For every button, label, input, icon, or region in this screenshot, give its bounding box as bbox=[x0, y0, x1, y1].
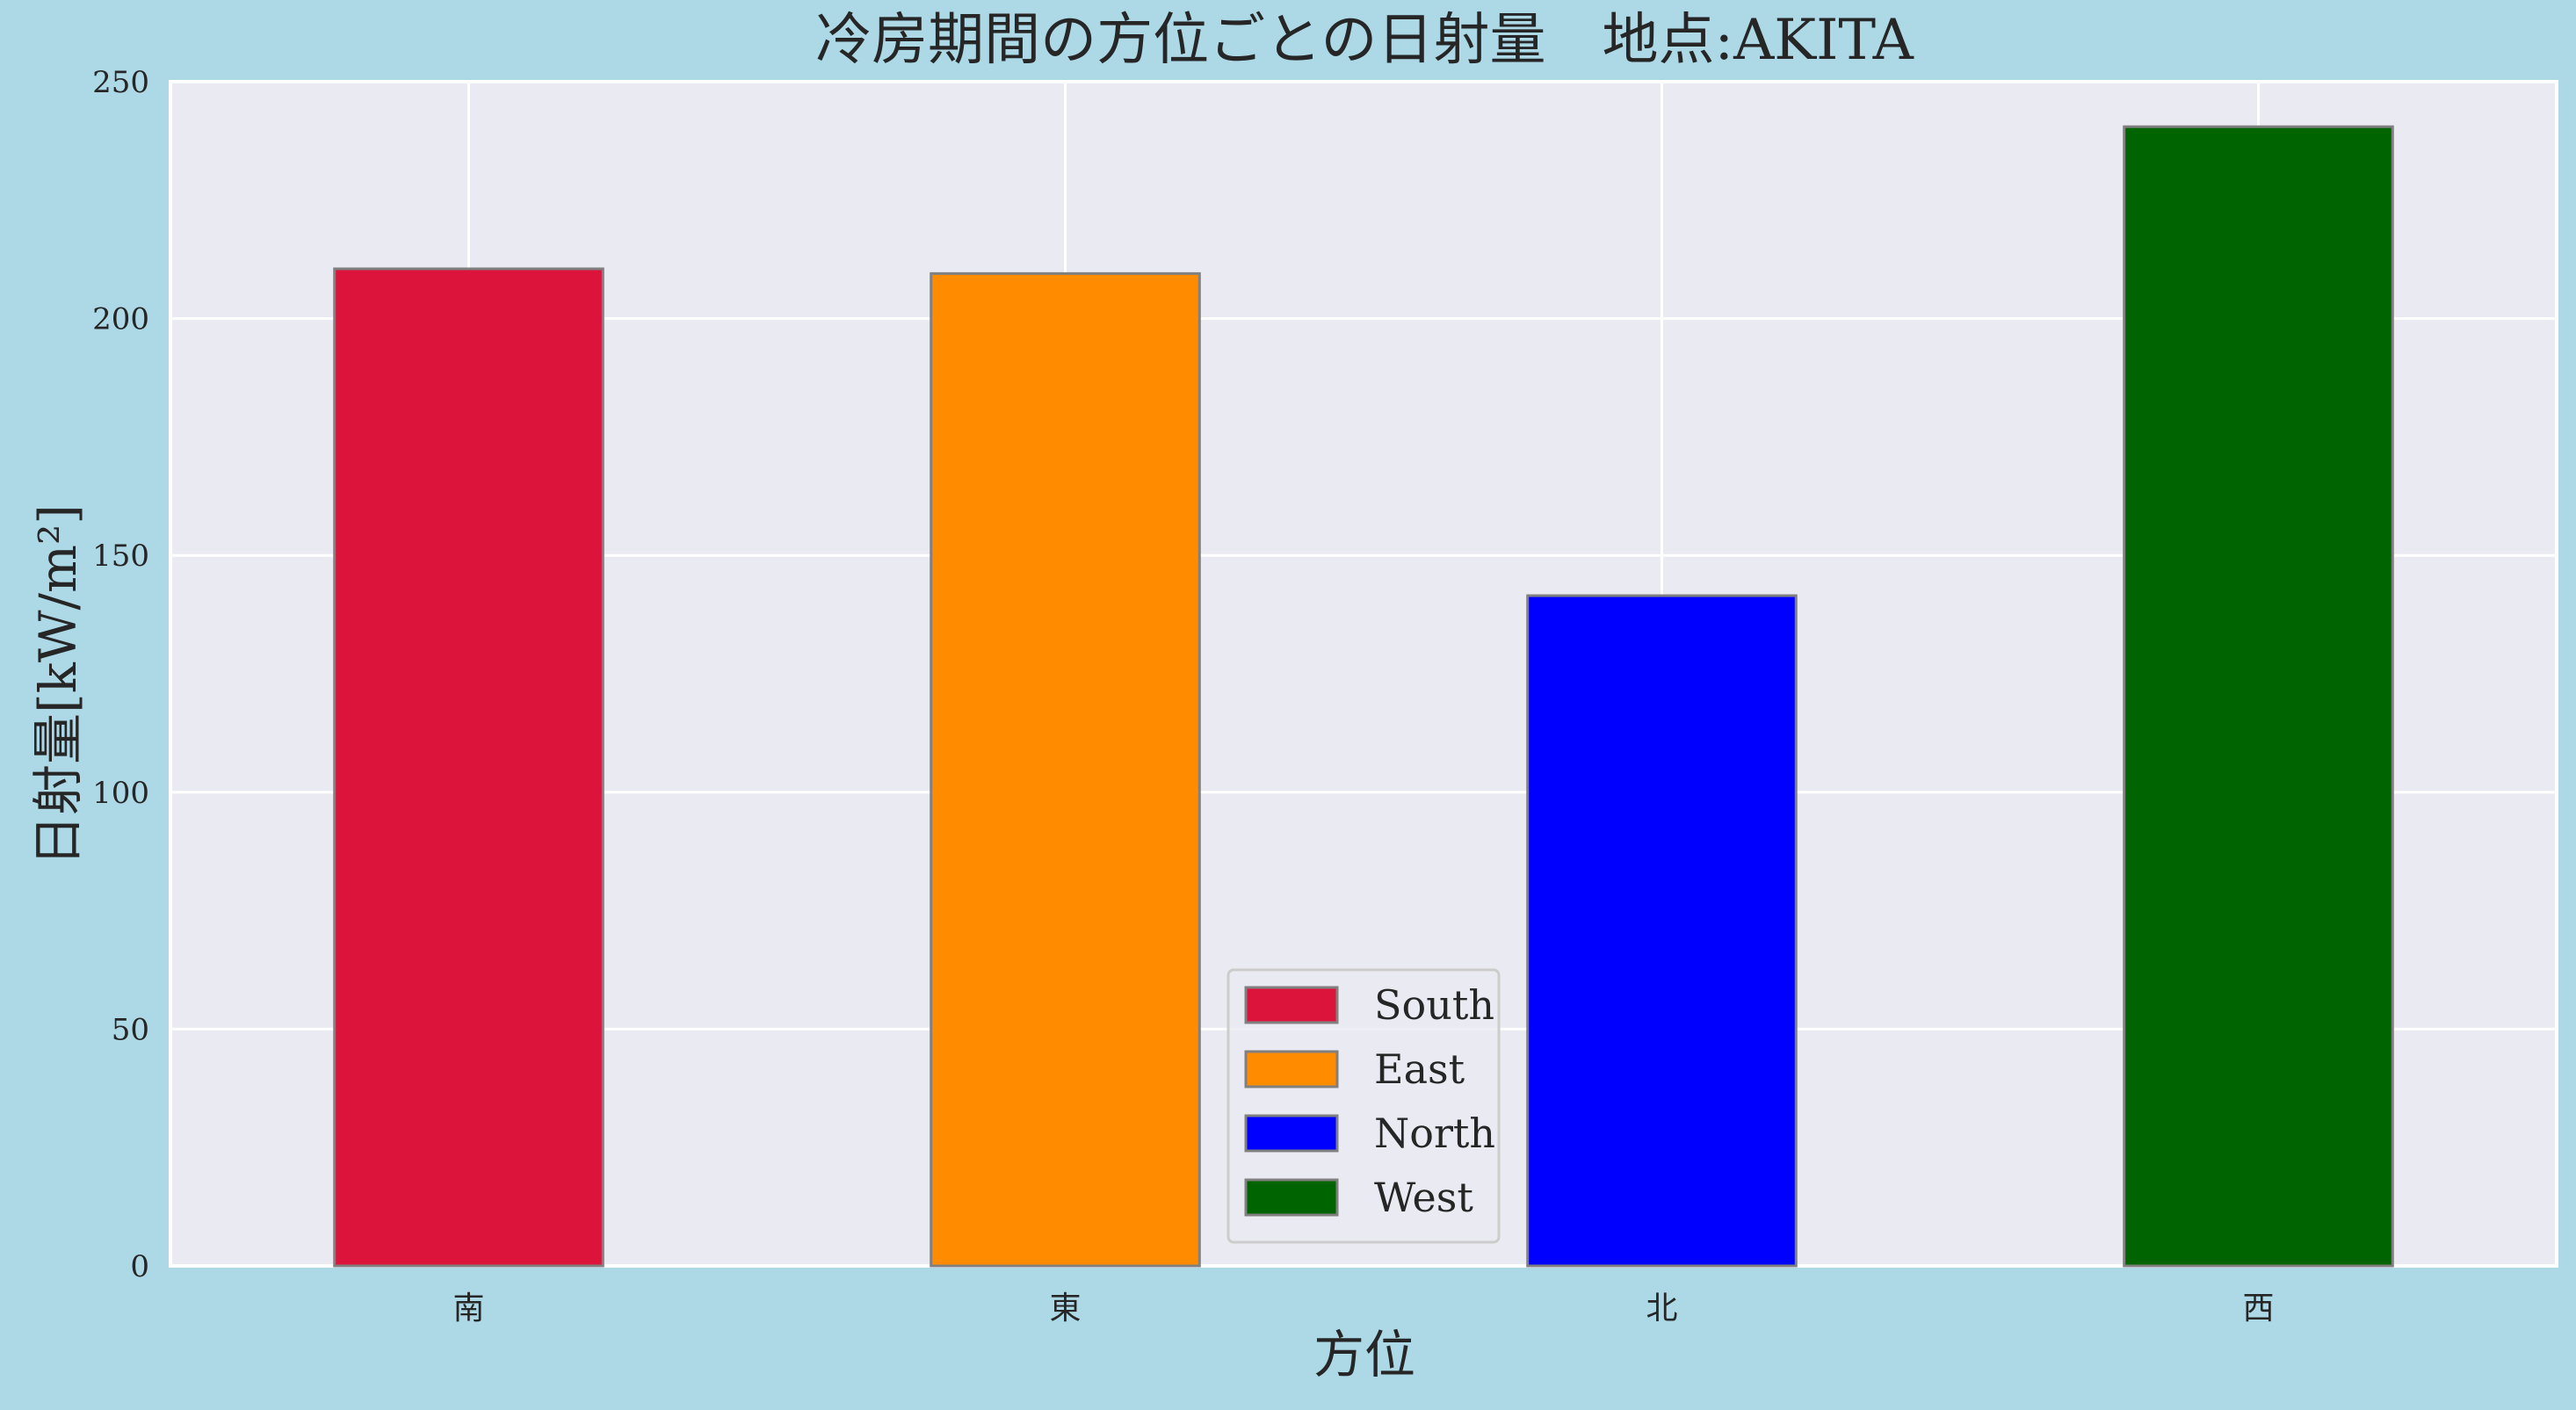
bar-east bbox=[931, 273, 1200, 1266]
legend-swatch-north bbox=[1246, 1116, 1337, 1151]
x-axis-label: 方位 bbox=[1313, 1325, 1415, 1385]
y-tick-label: 150 bbox=[92, 539, 149, 574]
y-tick-label: 0 bbox=[130, 1249, 149, 1284]
x-tick-label: 南 bbox=[452, 1291, 484, 1327]
chart-title: 冷房期間の方位ごとの日射量 地点:AKITA bbox=[815, 8, 1914, 73]
y-tick-label: 100 bbox=[92, 776, 149, 811]
x-tick-label: 西 bbox=[2242, 1291, 2274, 1327]
bar-west bbox=[2124, 127, 2393, 1266]
legend-swatch-east bbox=[1246, 1052, 1337, 1087]
y-tick-label: 250 bbox=[92, 65, 149, 100]
bar-north bbox=[1528, 596, 1797, 1266]
legend: South East North West bbox=[1228, 970, 1499, 1242]
legend-label-west: West bbox=[1374, 1174, 1473, 1221]
legend-swatch-south bbox=[1246, 987, 1337, 1023]
x-tick-label: 北 bbox=[1646, 1291, 1677, 1327]
legend-label-east: East bbox=[1374, 1045, 1465, 1093]
y-tick-label: 200 bbox=[92, 302, 149, 337]
legend-swatch-west bbox=[1246, 1180, 1337, 1215]
y-tick-label: 50 bbox=[112, 1012, 149, 1047]
y-axis-label: 日射量[kW/m²] bbox=[28, 504, 88, 866]
legend-label-south: South bbox=[1374, 981, 1494, 1029]
legend-label-north: North bbox=[1374, 1110, 1495, 1157]
x-tick-label: 東 bbox=[1049, 1291, 1081, 1327]
bar-south bbox=[335, 269, 604, 1266]
